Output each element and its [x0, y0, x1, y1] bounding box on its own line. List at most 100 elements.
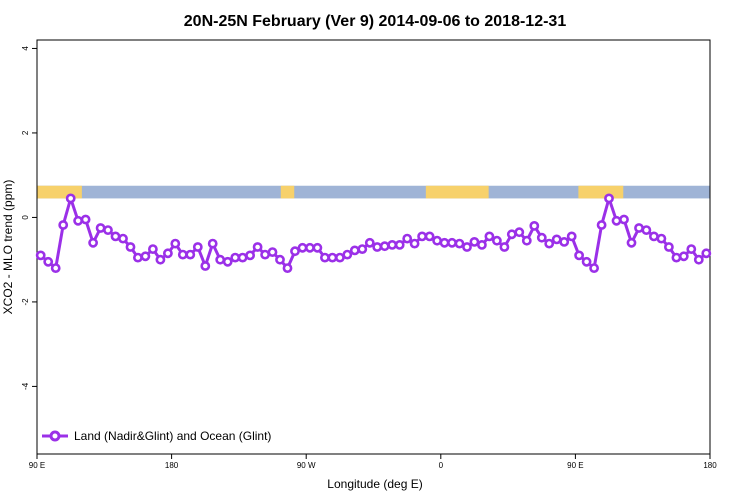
data-point — [484, 231, 495, 242]
legend: Land (Nadir&Glint) and Ocean (Glint) — [42, 429, 271, 443]
data-series — [35, 193, 712, 273]
data-point — [656, 233, 667, 244]
data-point — [170, 238, 181, 249]
data-point — [50, 263, 61, 273]
data-point — [267, 247, 278, 257]
data-point — [215, 254, 226, 265]
data-point — [65, 193, 76, 204]
y-axis: -4 -2 0 2 4 — [21, 46, 37, 390]
data-point — [245, 250, 255, 261]
data-point — [693, 254, 704, 265]
data-point — [35, 250, 46, 261]
data-point — [140, 251, 151, 262]
data-point — [327, 252, 338, 263]
data-point — [686, 244, 697, 254]
data-point — [147, 244, 158, 254]
data-point — [611, 215, 622, 226]
data-point — [192, 242, 203, 252]
x-tick-label: 180 — [165, 461, 179, 470]
chart-title: 20N-25N February (Ver 9) 2014-09-06 to 2… — [184, 13, 567, 30]
data-point — [275, 254, 285, 265]
data-point — [103, 225, 113, 235]
y-tick-label: -2 — [21, 298, 30, 306]
data-point — [671, 252, 682, 263]
map-band — [37, 185, 710, 199]
data-point — [282, 263, 293, 273]
data-point — [506, 229, 517, 240]
data-point — [424, 231, 435, 242]
map-band-land — [280, 185, 295, 199]
x-tick-label: 90 E — [567, 461, 583, 470]
data-point — [409, 238, 420, 249]
data-point — [387, 239, 398, 250]
y-axis-label: XCO2 - MLO trend (ppm) — [1, 180, 15, 315]
data-point — [447, 237, 457, 248]
y-tick-label: -4 — [21, 382, 30, 390]
data-point — [439, 237, 450, 248]
map-band-land — [578, 185, 624, 199]
y-tick-label: 2 — [21, 130, 30, 135]
data-point — [304, 242, 315, 253]
data-point — [641, 225, 652, 235]
data-point — [118, 233, 128, 244]
data-point — [626, 237, 637, 248]
data-point — [155, 254, 166, 265]
x-axis-label: Longitude (deg E) — [327, 477, 422, 491]
data-point — [334, 252, 345, 263]
data-point — [110, 231, 121, 242]
data-point — [559, 236, 570, 247]
data-point — [476, 239, 487, 250]
data-point — [454, 238, 465, 249]
data-point — [581, 256, 592, 267]
data-point — [514, 227, 525, 238]
data-point — [222, 256, 233, 267]
map-band-land — [425, 185, 489, 199]
legend-marker-swatch — [49, 430, 61, 442]
x-tick-label: 90 W — [297, 461, 316, 470]
data-point — [536, 232, 547, 243]
data-point — [596, 220, 607, 230]
data-point — [58, 220, 69, 230]
data-point — [499, 242, 510, 252]
data-point — [200, 261, 211, 271]
map-band-ocean — [37, 185, 710, 199]
data-point — [252, 242, 263, 252]
data-point — [319, 252, 330, 263]
x-tick-label: 0 — [439, 461, 444, 470]
data-point — [417, 231, 427, 242]
data-point — [664, 242, 674, 252]
data-point — [125, 242, 136, 252]
data-point — [177, 249, 188, 260]
data-point — [529, 220, 540, 231]
data-point — [402, 233, 413, 244]
data-point — [649, 231, 659, 242]
y-tick-label: 0 — [21, 215, 30, 220]
data-point — [290, 246, 300, 257]
data-point — [491, 235, 502, 246]
data-point — [357, 244, 368, 254]
data-point — [394, 239, 405, 250]
plot-frame — [36, 39, 711, 455]
data-point — [185, 249, 196, 260]
data-point — [619, 214, 629, 225]
data-point — [349, 245, 360, 256]
data-point — [372, 242, 383, 252]
data-point — [80, 214, 91, 225]
data-point — [43, 256, 54, 267]
data-point — [566, 231, 577, 242]
data-point — [589, 263, 599, 273]
y-tick-label: 4 — [21, 46, 30, 51]
x-tick-label: 90 E — [29, 461, 45, 470]
data-point — [379, 241, 390, 252]
data-point — [88, 237, 98, 248]
legend-label: Land (Nadir&Glint) and Ocean (Glint) — [74, 429, 271, 443]
data-point — [701, 248, 712, 259]
data-point — [462, 242, 472, 252]
data-point — [551, 234, 562, 245]
data-point — [604, 193, 614, 204]
data-point — [342, 249, 353, 260]
data-point — [132, 252, 143, 263]
data-point — [312, 242, 323, 253]
data-point — [207, 238, 218, 249]
